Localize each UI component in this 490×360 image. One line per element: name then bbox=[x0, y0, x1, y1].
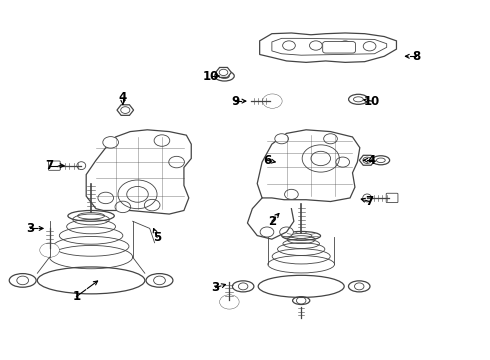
Circle shape bbox=[263, 94, 282, 108]
Circle shape bbox=[283, 41, 295, 50]
Polygon shape bbox=[216, 67, 231, 77]
Ellipse shape bbox=[215, 71, 234, 81]
Ellipse shape bbox=[77, 162, 86, 170]
Text: 4: 4 bbox=[368, 154, 376, 167]
Text: 7: 7 bbox=[46, 159, 53, 172]
Circle shape bbox=[40, 243, 59, 257]
Polygon shape bbox=[44, 246, 55, 255]
Circle shape bbox=[275, 134, 289, 144]
FancyBboxPatch shape bbox=[323, 41, 355, 53]
Polygon shape bbox=[117, 105, 134, 115]
Ellipse shape bbox=[363, 194, 371, 202]
Text: 9: 9 bbox=[231, 95, 239, 108]
Text: 10: 10 bbox=[203, 69, 219, 82]
Polygon shape bbox=[359, 155, 375, 165]
Polygon shape bbox=[224, 297, 235, 307]
Text: 1: 1 bbox=[73, 290, 80, 303]
Circle shape bbox=[363, 41, 376, 51]
Text: 3: 3 bbox=[212, 281, 220, 294]
Circle shape bbox=[220, 295, 239, 309]
Circle shape bbox=[169, 156, 184, 168]
Circle shape bbox=[154, 135, 170, 146]
Text: 3: 3 bbox=[26, 222, 34, 235]
Ellipse shape bbox=[348, 94, 368, 104]
Circle shape bbox=[260, 227, 274, 237]
Text: 5: 5 bbox=[153, 231, 161, 244]
Circle shape bbox=[280, 227, 294, 237]
FancyBboxPatch shape bbox=[49, 161, 60, 170]
Text: 7: 7 bbox=[366, 195, 374, 208]
Circle shape bbox=[285, 189, 298, 199]
Circle shape bbox=[115, 201, 131, 213]
Text: 4: 4 bbox=[119, 91, 127, 104]
Circle shape bbox=[336, 157, 349, 167]
Text: 6: 6 bbox=[263, 154, 271, 167]
Circle shape bbox=[103, 136, 119, 148]
Polygon shape bbox=[267, 96, 278, 106]
Text: 2: 2 bbox=[268, 215, 276, 228]
Circle shape bbox=[310, 41, 322, 50]
Ellipse shape bbox=[372, 156, 390, 165]
Circle shape bbox=[98, 192, 114, 204]
FancyBboxPatch shape bbox=[386, 193, 398, 203]
Circle shape bbox=[145, 199, 160, 211]
Text: 10: 10 bbox=[364, 95, 380, 108]
Circle shape bbox=[324, 134, 337, 144]
Text: 8: 8 bbox=[412, 50, 420, 63]
Circle shape bbox=[339, 41, 351, 50]
